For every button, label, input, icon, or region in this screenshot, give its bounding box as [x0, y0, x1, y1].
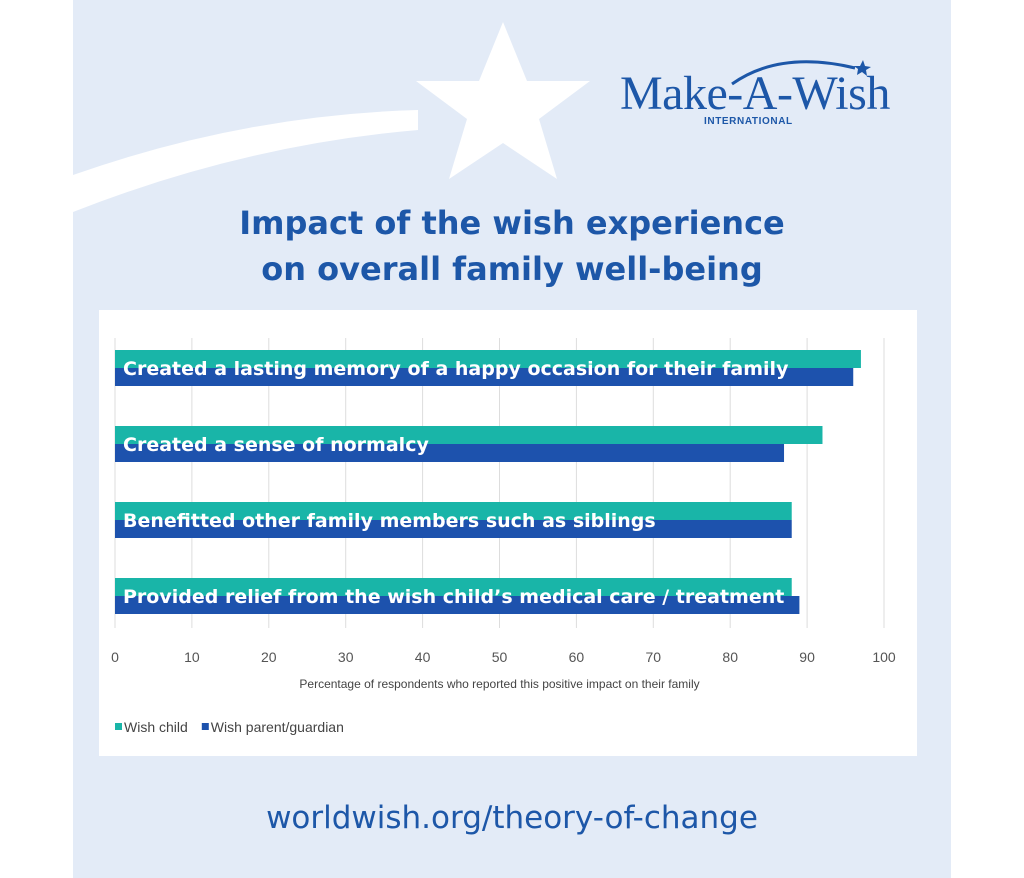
star-icon — [416, 22, 590, 179]
bar — [115, 368, 854, 386]
bar — [115, 578, 792, 596]
bar-category-label: Provided relief from the wish child’s me… — [123, 586, 784, 608]
title-line-2: on overall family well-being — [261, 250, 763, 288]
logo-subtitle: INTERNATIONAL — [704, 116, 793, 127]
logo-wordmark: Make-A-Wish — [620, 67, 890, 120]
legend-swatch — [201, 723, 209, 730]
bar — [115, 350, 861, 368]
x-tick-label: 60 — [569, 649, 585, 665]
bar — [115, 502, 792, 520]
shooting-star-trail — [73, 110, 418, 212]
bar — [115, 520, 792, 538]
x-axis-label: Percentage of respondents who reported t… — [299, 677, 699, 691]
x-tick-label: 100 — [872, 649, 896, 665]
x-tick-label: 50 — [492, 649, 508, 665]
x-tick-label: 10 — [184, 649, 200, 665]
bar-chart: 0 10 20 30 40 50 60 70 80 90 100 Percentage of resp… — [111, 338, 896, 735]
decoration — [73, 22, 590, 212]
x-tick-label: 90 — [799, 649, 815, 665]
x-tick-label: 80 — [722, 649, 738, 665]
x-tick-label: 30 — [338, 649, 354, 665]
chart-panel: 0 10 20 30 40 50 60 70 80 90 100 Percentage of resp… — [99, 310, 917, 756]
chart-title: Impact of the wish experience on overall… — [73, 200, 951, 292]
bar — [115, 596, 800, 614]
x-tick-label: 20 — [261, 649, 277, 665]
title-line-1: Impact of the wish experience — [239, 204, 785, 242]
footer-url[interactable]: worldwish.org/theory-of-change — [266, 800, 758, 836]
legend-entry: Wish parent/guardian — [211, 719, 344, 735]
bar — [115, 444, 785, 462]
make-a-wish-logo: Make-A-Wish INTERNATIONAL — [620, 52, 900, 132]
x-tick-label: 70 — [646, 649, 662, 665]
bar — [115, 426, 823, 444]
x-tick-label: 40 — [415, 649, 431, 665]
bar-category-label: Created a sense of normalcy — [123, 434, 429, 456]
infographic: Make-A-Wish INTERNATIONAL Impact of the … — [73, 0, 951, 878]
bar-category-label: Created a lasting memory of a happy occa… — [123, 358, 789, 380]
bar-category-label: Benefitted other family members such as … — [123, 510, 656, 532]
legend-swatch — [115, 723, 122, 730]
logo-swoosh-icon — [731, 60, 871, 86]
x-tick-label: 0 — [111, 649, 119, 665]
legend-entry: Wish child — [124, 719, 188, 735]
